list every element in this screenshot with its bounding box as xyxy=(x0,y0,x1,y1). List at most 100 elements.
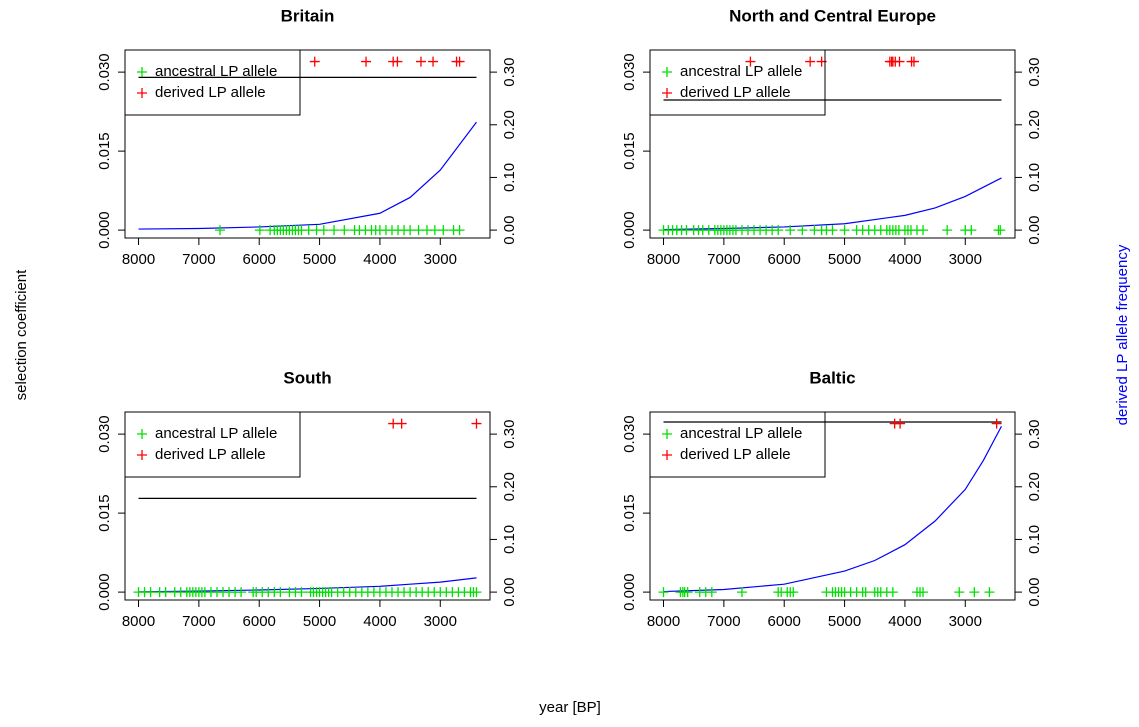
legend-symbol xyxy=(662,429,672,439)
point xyxy=(454,225,465,236)
point xyxy=(254,225,265,236)
y-tick-label: 0.015 xyxy=(621,494,638,532)
point xyxy=(145,587,156,598)
point xyxy=(805,56,816,67)
y-tick-label: 0.015 xyxy=(96,132,113,170)
legend-symbol xyxy=(662,88,672,98)
point xyxy=(236,587,247,598)
x-tick-label: 8000 xyxy=(647,251,680,268)
y-tick-label: 0.030 xyxy=(96,415,113,453)
y2-tick-label: 0.00 xyxy=(1026,215,1043,244)
point xyxy=(995,225,1006,236)
legend-symbol xyxy=(662,67,672,77)
legend-symbol xyxy=(662,450,672,460)
frequency-curve xyxy=(663,177,1002,231)
y-tick-label: 0.000 xyxy=(96,573,113,611)
x-tick-label: 8000 xyxy=(122,251,155,268)
point xyxy=(894,56,905,67)
legend-symbol xyxy=(137,88,147,98)
y-tick-label: 0.015 xyxy=(621,132,638,170)
point xyxy=(745,56,756,67)
point xyxy=(908,56,919,67)
y2-tick-label: 0.00 xyxy=(501,215,518,244)
legend-box xyxy=(124,411,301,478)
point xyxy=(329,225,340,236)
point xyxy=(918,225,929,236)
legend-label: ancestral LP allele xyxy=(155,63,277,80)
x-tick-label: 5000 xyxy=(303,613,336,630)
point xyxy=(797,225,808,236)
x-tick-label: 6000 xyxy=(243,251,276,268)
y2-tick-label: 0.10 xyxy=(1026,163,1043,192)
point xyxy=(966,225,977,236)
x-tick-label: 7000 xyxy=(182,613,215,630)
x-tick-label: 3000 xyxy=(949,613,982,630)
panel-title: Britain xyxy=(281,6,335,25)
y-tick-label: 0.030 xyxy=(96,53,113,91)
point xyxy=(396,418,407,429)
frequency-curve xyxy=(663,425,1003,593)
plot-frame xyxy=(649,411,1016,601)
y2-tick-label: 0.30 xyxy=(501,420,518,449)
x-tick-label: 3000 xyxy=(424,251,457,268)
point xyxy=(984,587,995,598)
point xyxy=(160,587,171,598)
point xyxy=(471,587,482,598)
y2-tick-label: 0.00 xyxy=(501,577,518,606)
point xyxy=(413,225,424,236)
legend-box xyxy=(649,411,826,478)
y2-tick-label: 0.10 xyxy=(501,163,518,192)
panel: Britain 8000 7000 6000 5000 4000 3000 0.000 0.01… xyxy=(96,6,518,267)
point xyxy=(318,225,329,236)
plot-frame xyxy=(124,49,491,239)
legend-label: derived LP allele xyxy=(680,84,791,101)
point xyxy=(827,225,838,236)
x-tick-label: 3000 xyxy=(424,613,457,630)
y-tick-label: 0.030 xyxy=(621,53,638,91)
point xyxy=(895,418,906,429)
point xyxy=(736,587,747,598)
point xyxy=(969,587,980,598)
x-axis-label: year [BP] xyxy=(539,699,601,716)
point xyxy=(942,225,953,236)
panel: Baltic 8000 7000 6000 5000 4000 3000 0.000 0.015… xyxy=(621,368,1043,629)
plot-frame xyxy=(124,411,491,601)
point xyxy=(339,225,350,236)
y-tick-label: 0.000 xyxy=(621,573,638,611)
panel-title: North and Central Europe xyxy=(729,6,936,25)
point xyxy=(706,587,717,598)
point xyxy=(860,587,871,598)
x-tick-label: 4000 xyxy=(888,613,921,630)
point xyxy=(954,587,965,598)
x-tick-label: 7000 xyxy=(707,251,740,268)
legend-label: derived LP allele xyxy=(680,446,791,463)
legend-label: ancestral LP allele xyxy=(155,425,277,442)
x-tick-label: 7000 xyxy=(182,251,215,268)
y-tick-label: 0.000 xyxy=(96,211,113,249)
legend-label: ancestral LP allele xyxy=(680,63,802,80)
x-tick-label: 8000 xyxy=(647,613,680,630)
frequency-curve xyxy=(138,121,477,230)
y2-tick-label: 0.20 xyxy=(501,110,518,139)
x-tick-label: 4000 xyxy=(363,251,396,268)
legend-symbol xyxy=(137,67,147,77)
point xyxy=(388,418,399,429)
y2-tick-label: 0.30 xyxy=(501,58,518,87)
point xyxy=(415,56,426,67)
y2-tick-label: 0.30 xyxy=(1026,420,1043,449)
y2-tick-label: 0.10 xyxy=(1026,525,1043,554)
y2-tick-label: 0.20 xyxy=(1026,472,1043,501)
legend-box xyxy=(649,49,826,116)
x-tick-label: 5000 xyxy=(303,251,336,268)
point xyxy=(275,587,286,598)
x-tick-label: 6000 xyxy=(243,613,276,630)
point xyxy=(658,587,669,598)
point xyxy=(309,56,320,67)
x-tick-label: 7000 xyxy=(707,613,740,630)
point xyxy=(392,56,403,67)
x-tick-label: 4000 xyxy=(888,251,921,268)
point xyxy=(839,225,850,236)
point xyxy=(773,225,784,236)
panel: North and Central Europe 8000 7000 6000 5000… xyxy=(621,6,1043,267)
